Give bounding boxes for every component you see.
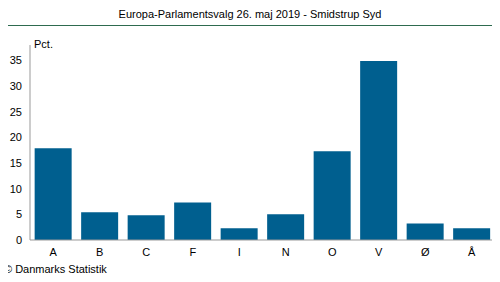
svg-text:B: B — [96, 246, 103, 258]
html-text:© Danmarks Statistik: © Danmarks Statistik — [4, 263, 107, 275]
svg-text:30: 30 — [10, 80, 22, 92]
html-text:Europa-Parlamentsvalg 26. maj: Europa-Parlamentsvalg 26. maj 2019 - Smi… — [118, 8, 382, 20]
svg-text:20: 20 — [10, 131, 22, 143]
svg-text:35: 35 — [10, 54, 22, 66]
svg-text:10: 10 — [10, 183, 22, 195]
svg-text:F: F — [189, 246, 196, 258]
svg-text:5: 5 — [16, 208, 22, 220]
svg-text:C: C — [142, 246, 150, 258]
svg-text:25: 25 — [10, 106, 22, 118]
svg-text:I: I — [238, 246, 241, 258]
svg-text:Ø: Ø — [421, 246, 430, 258]
svg-text:V: V — [375, 246, 383, 258]
svg-text:Å: Å — [468, 246, 476, 258]
svg-text:O: O — [328, 246, 337, 258]
svg-text:0: 0 — [16, 234, 22, 246]
svg-text:N: N — [282, 246, 290, 258]
svg-text:A: A — [50, 246, 58, 258]
html-text:Pct.: Pct. — [34, 38, 53, 50]
svg-text:15: 15 — [10, 157, 22, 169]
